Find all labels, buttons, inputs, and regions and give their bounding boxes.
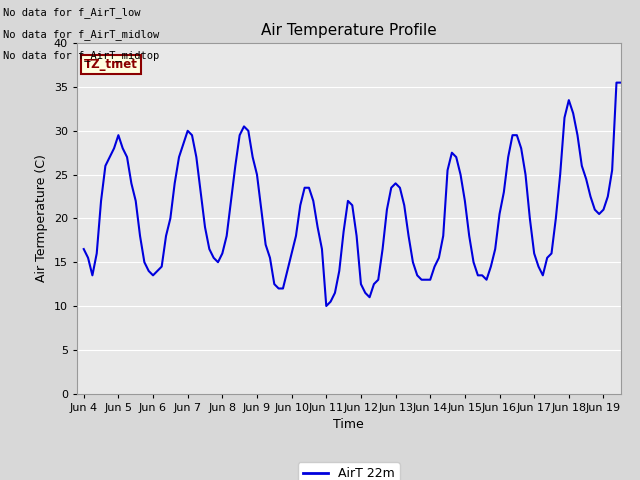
X-axis label: Time: Time [333, 418, 364, 431]
Text: No data for f_AirT_low: No data for f_AirT_low [3, 7, 141, 18]
Line: AirT 22m: AirT 22m [84, 83, 621, 306]
AirT 22m [323, 303, 330, 309]
Legend: AirT 22m: AirT 22m [298, 462, 399, 480]
AirT 22m [534, 264, 542, 269]
AirT 22m [617, 80, 625, 85]
AirT 22m [418, 277, 426, 283]
AirT 22m [612, 80, 620, 85]
AirT 22m [80, 246, 88, 252]
AirT 22m [587, 193, 595, 199]
Y-axis label: Air Termperature (C): Air Termperature (C) [35, 155, 48, 282]
Text: No data for f_AirT_midtop: No data for f_AirT_midtop [3, 50, 159, 61]
AirT 22m [205, 246, 213, 252]
Text: TZ_tmet: TZ_tmet [84, 58, 138, 71]
AirT 22m [218, 251, 226, 256]
AirT 22m [548, 251, 556, 256]
Title: Air Temperature Profile: Air Temperature Profile [261, 23, 436, 38]
Text: No data for f_AirT_midlow: No data for f_AirT_midlow [3, 29, 159, 40]
